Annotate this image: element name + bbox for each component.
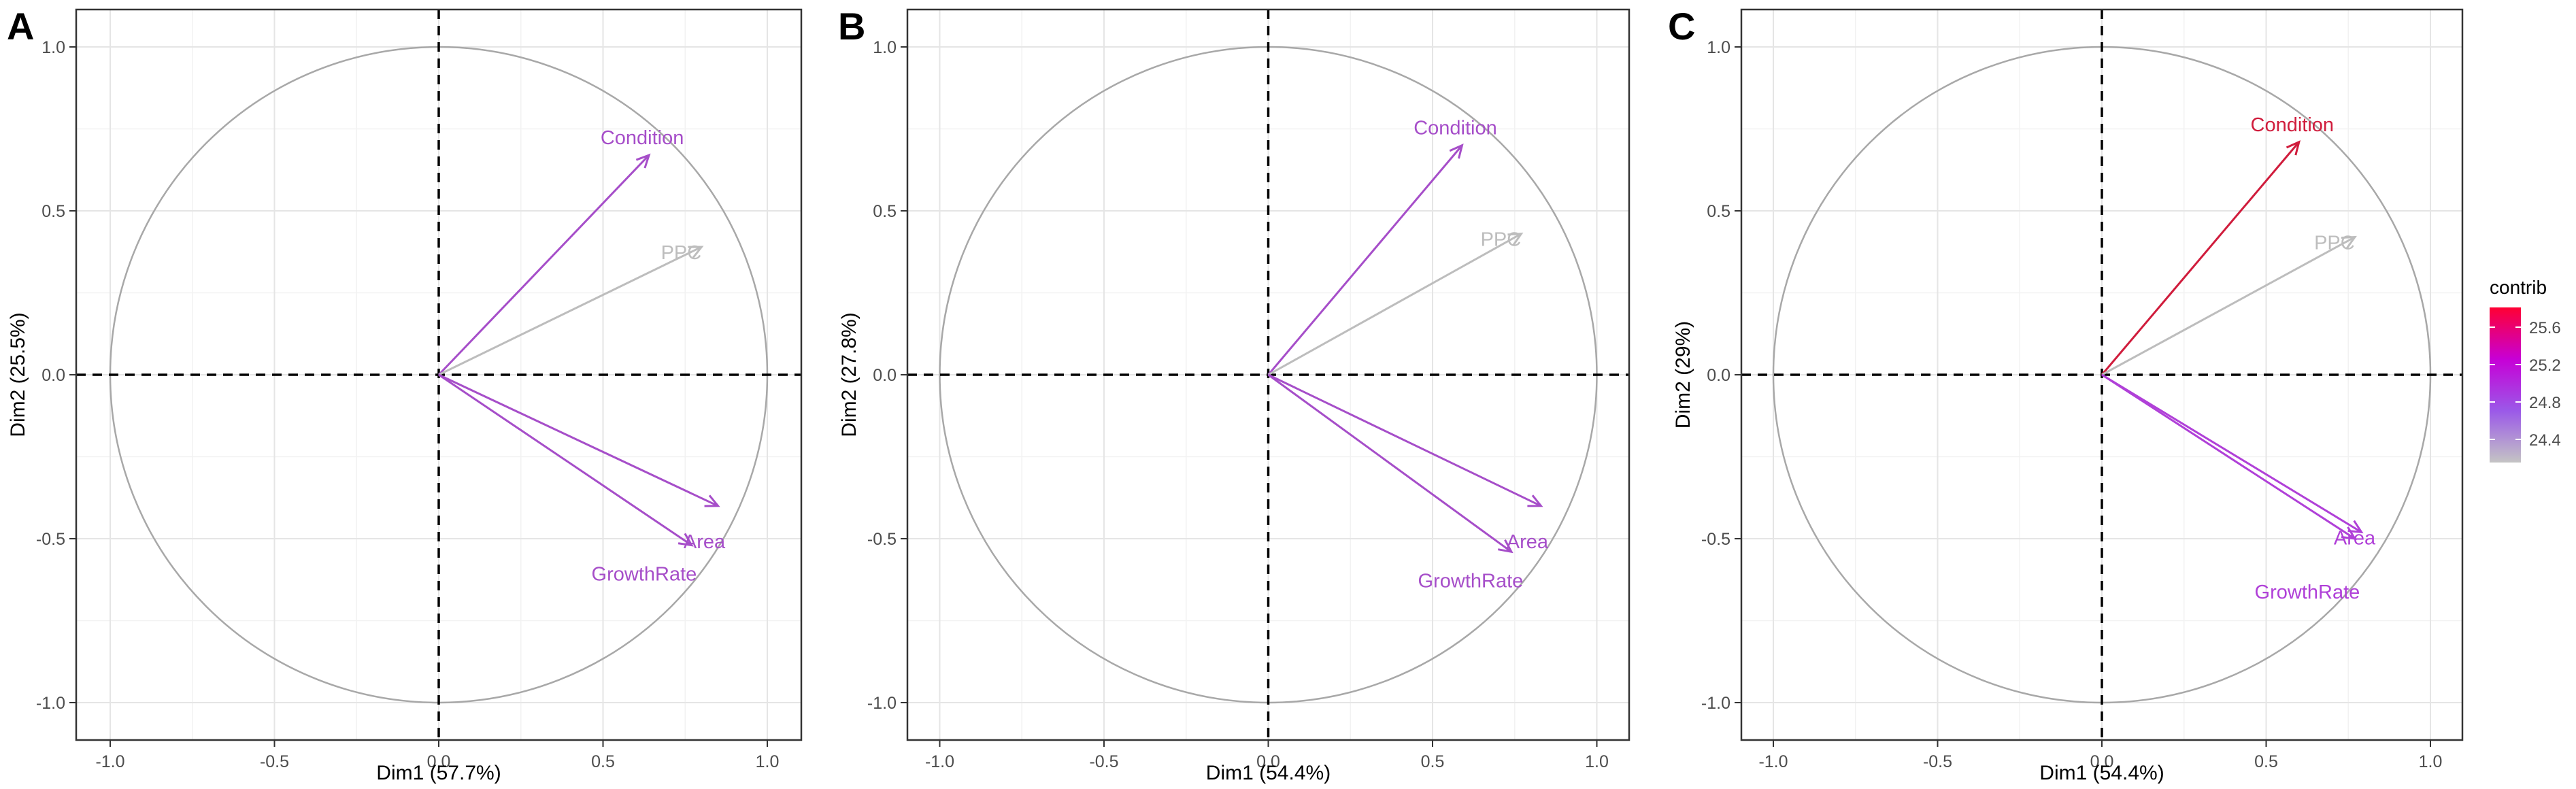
y-tick-label: 1.0 — [41, 38, 65, 57]
variable-label-condition: Condition — [601, 127, 684, 149]
y-axis-title: Dim2 (25.5%) — [7, 312, 29, 437]
y-tick-label: 0.0 — [1707, 366, 1730, 385]
y-axis-title: Dim2 (27.8%) — [838, 312, 860, 437]
arrowhead-area — [2347, 520, 2364, 534]
arrowhead-condition — [2286, 140, 2301, 156]
x-tick-label: 1.0 — [756, 752, 780, 771]
x-tick-label: 1.0 — [1585, 752, 1609, 771]
y-tick-label: -0.5 — [867, 530, 897, 549]
arrow-ppc — [2101, 236, 2356, 376]
variable-label-condition: Condition — [2251, 114, 2335, 136]
y-tick-label: 0.0 — [41, 366, 65, 385]
x-axis-title: Dim1 (57.7%) — [376, 762, 501, 784]
x-tick-label: 0.0 — [2090, 752, 2114, 771]
x-tick-label: 1.0 — [2419, 752, 2443, 771]
arrow-condition — [2101, 141, 2300, 375]
x-tick-label: -1.0 — [95, 752, 124, 771]
x-axis-title: Dim1 (54.4%) — [2039, 762, 2164, 784]
legend-tick-label: 25.6 — [2529, 319, 2561, 337]
y-tick-label: 1.0 — [873, 38, 897, 57]
y-tick-label: -1.0 — [36, 694, 65, 713]
arrow-condition — [437, 154, 650, 376]
arrow-growthrate — [2101, 373, 2356, 540]
arrow-area — [1267, 373, 1542, 507]
y-tick-label: -1.0 — [867, 694, 897, 713]
variable-label-condition: Condition — [1414, 118, 1497, 139]
x-tick-label: 0.0 — [427, 752, 451, 771]
arrow-growthrate — [1267, 373, 1512, 553]
y-tick-label: 0.5 — [1707, 202, 1730, 221]
x-tick-label: -0.5 — [260, 752, 289, 771]
arrowhead-growthrate — [678, 533, 694, 547]
y-tick-label: 0.0 — [873, 366, 897, 385]
legend-contrib: contrib 25.6 25.2 24.8 24.4 — [2490, 277, 2561, 463]
variable-label-growthrate: GrowthRate — [592, 564, 697, 586]
y-tick-label: -1.0 — [1701, 694, 1730, 713]
x-tick-label: -0.5 — [1089, 752, 1118, 771]
arrowhead-area — [1527, 494, 1543, 507]
arrowhead-condition — [1449, 143, 1464, 159]
y-tick-label: 0.5 — [873, 202, 897, 221]
arrowhead-growthrate — [2341, 526, 2357, 540]
legend-colorbar — [2490, 307, 2521, 463]
panel-letter: A — [7, 5, 34, 48]
arrow-area — [2101, 373, 2362, 533]
variable-label-growthrate: GrowthRate — [1418, 570, 1524, 592]
x-tick-label: 0.0 — [1256, 752, 1280, 771]
variable-label-growthrate: GrowthRate — [2255, 582, 2360, 603]
x-tick-label: 0.5 — [591, 752, 615, 771]
legend-tick-label: 24.4 — [2529, 431, 2561, 450]
arrow-area — [438, 373, 719, 507]
x-axis-title: Dim1 (54.4%) — [1206, 762, 1331, 784]
arrow-growthrate — [438, 373, 692, 546]
variable-label-area: Area — [1507, 531, 1549, 553]
panel-B: Condition PPC Area GrowthRate -1.0 -0.5 0.0 0.5… — [838, 5, 1630, 784]
panel-letter: C — [1668, 5, 1695, 48]
x-tick-label: -0.5 — [1923, 752, 1952, 771]
variable-label-ppc: PPC — [1481, 229, 1522, 251]
x-tick-label: 0.5 — [2254, 752, 2278, 771]
arrowhead-ppc — [2341, 235, 2357, 249]
variable-label-ppc: PPC — [2314, 233, 2355, 254]
y-tick-label: 0.5 — [41, 202, 65, 221]
variable-label-ppc: PPC — [661, 242, 702, 264]
legend-tick-label: 25.2 — [2529, 356, 2561, 375]
y-tick-label: -0.5 — [36, 530, 65, 549]
arrowhead-ppc — [688, 246, 704, 258]
x-tick-label: -1.0 — [925, 752, 954, 771]
arrow-ppc — [1267, 233, 1522, 376]
arrow-condition — [1267, 144, 1463, 375]
legend-tick-label: 24.8 — [2529, 394, 2561, 412]
arrowhead-area — [704, 494, 720, 507]
arrow-ppc — [438, 246, 703, 376]
arrowhead-condition — [635, 153, 651, 169]
arrowhead-ppc — [1507, 233, 1524, 246]
arrowhead-growthrate — [1497, 539, 1513, 554]
y-axis-title: Dim2 (29%) — [1672, 321, 1694, 429]
panel-letter: B — [838, 5, 865, 48]
x-tick-label: 0.5 — [1421, 752, 1445, 771]
y-tick-label: -0.5 — [1701, 530, 1730, 549]
x-tick-label: -1.0 — [1758, 752, 1788, 771]
y-tick-label: 1.0 — [1707, 38, 1730, 57]
legend-title: contrib — [2490, 277, 2547, 298]
